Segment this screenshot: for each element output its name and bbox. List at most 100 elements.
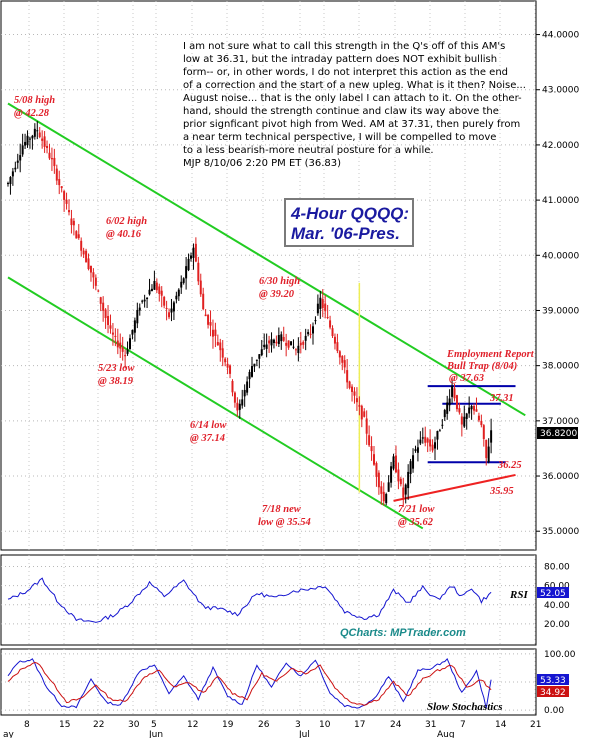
commentary-line: prior signficant pivot high from Wed. AM… [183, 119, 520, 130]
candle-body [202, 293, 205, 310]
candle-body [68, 210, 70, 213]
x-axis-labels: 8 15 22 30 5 12 19 26 3 10 17 24 31 7 14 21 ay Jun Jul Aug [3, 720, 541, 738]
chart-title: 4-Hour QQQQ: [290, 204, 409, 223]
rsi-y-tick-label: 80.00 [544, 563, 570, 573]
candle-body [326, 317, 329, 319]
candle-body [28, 138, 31, 140]
candle-body [180, 281, 183, 288]
candle-body [392, 456, 395, 469]
candle-body [65, 199, 68, 204]
candle-body [490, 430, 493, 443]
candle-body [297, 345, 300, 353]
candle-body [370, 446, 373, 452]
rsi-y-tick-label: 60.00 [544, 582, 570, 592]
commentary-line: hand, should the strength continue and c… [183, 106, 499, 117]
candle-body [138, 307, 141, 311]
candle-body [363, 411, 366, 417]
candle-body [397, 469, 400, 482]
candle-body [197, 262, 200, 282]
commentary-line: form-- or, in other words, I do not inte… [183, 67, 508, 78]
candle-body [314, 320, 317, 322]
candle-body [170, 308, 173, 313]
candle-body [224, 358, 227, 363]
indicator-lines [7, 577, 492, 709]
candle-body [26, 135, 29, 146]
candle-body [416, 447, 419, 453]
candle-body [451, 385, 454, 397]
candle-body [155, 282, 158, 291]
candle-body [258, 354, 261, 359]
candle-body [275, 341, 278, 344]
candle-body [248, 371, 251, 380]
candle-body [382, 491, 385, 502]
candle-body [150, 288, 153, 292]
candle-body [38, 132, 41, 138]
candle-body [133, 320, 136, 333]
candle-body [131, 329, 134, 335]
candle-body [99, 297, 102, 304]
candle-body [119, 342, 122, 349]
candle-body [160, 290, 163, 296]
candle-body [394, 455, 397, 473]
candle-body [165, 307, 168, 309]
candle-body [426, 438, 429, 443]
x-day-label: 24 [390, 720, 402, 730]
candle-body [385, 494, 388, 504]
candle-body [355, 398, 358, 403]
candle-body [436, 431, 439, 440]
trendline-lower-channel [7, 276, 424, 530]
candle-body [443, 410, 446, 418]
candle-body [368, 435, 371, 446]
rsi-title: RSI [509, 589, 528, 601]
candle-body [287, 340, 290, 348]
candle-body [458, 408, 461, 413]
candle-body [53, 157, 56, 167]
candle-body [399, 478, 402, 485]
candle-body [331, 328, 334, 336]
annotation-employment-report: Employment Report Bull Trap (8/04) @ 37.63 [446, 349, 535, 384]
candle-body [231, 380, 234, 393]
candle-body [412, 455, 415, 469]
stoch-y-tick-label: 0.00 [544, 706, 564, 716]
candle-body [346, 370, 349, 383]
candle-body [48, 152, 51, 159]
candle-body [270, 339, 273, 346]
candle-body [263, 344, 266, 348]
x-day-label: 17 [354, 720, 365, 730]
candle-body [251, 366, 253, 377]
candle-body [446, 402, 449, 414]
candle-body [97, 290, 100, 292]
x-day-label: 7 [460, 720, 466, 730]
annotation-6-02-high: 6/02 high @ 40.16 [106, 216, 147, 240]
candle-body [431, 444, 434, 451]
candle-body [402, 487, 405, 498]
candle-body [341, 356, 344, 363]
candle-body [338, 351, 341, 358]
candle-body [290, 341, 293, 346]
candle-body [75, 231, 78, 239]
candle-body [321, 298, 324, 309]
candle-body [50, 158, 53, 160]
candle-body [136, 309, 139, 324]
x-day-label: 5 [151, 720, 157, 730]
trendline-rising-support [393, 473, 516, 502]
candle-body [351, 386, 354, 392]
candle-body [46, 145, 49, 149]
candle-body [253, 363, 256, 367]
chart-title-box [284, 198, 414, 247]
candle-body [16, 160, 19, 163]
candle-body [70, 218, 73, 226]
candle-body [209, 322, 212, 326]
price-y-tick-label: 41.0000 [542, 196, 579, 206]
candle-body [485, 439, 488, 459]
candle-body [226, 363, 229, 368]
candle-body [24, 141, 27, 146]
candle-body [375, 463, 378, 477]
candle-body [358, 405, 361, 407]
price-y-tick-label: 40.0000 [542, 251, 579, 261]
candle-body [114, 335, 117, 337]
candle-body [221, 348, 224, 358]
candle-body [343, 360, 346, 368]
candle-body [14, 167, 17, 170]
candle-body [441, 424, 444, 426]
